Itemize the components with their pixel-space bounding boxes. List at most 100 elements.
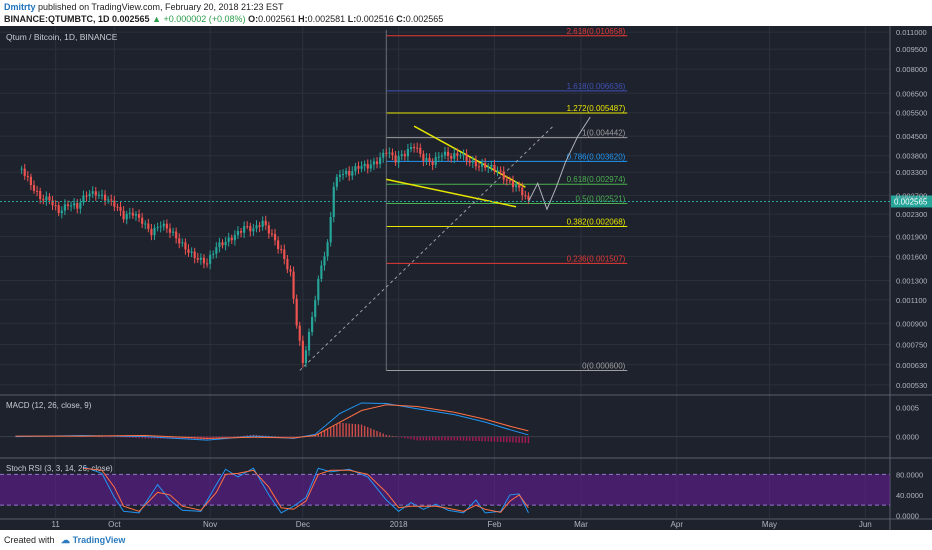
candle-body <box>434 157 437 165</box>
macd-histogram-bar <box>351 423 353 437</box>
candle-body <box>239 231 243 233</box>
candle-body <box>159 226 162 228</box>
candle-body <box>329 216 332 243</box>
last-price: 0.002565 <box>112 14 150 24</box>
candle-body <box>243 226 246 233</box>
fib-level-label: 0.382(0.002068) <box>567 218 626 227</box>
fib-level-label: 0.5(0.002521) <box>575 194 625 203</box>
publish-header: Dmitrty published on TradingView.com, Fe… <box>0 0 932 26</box>
price-axis-label: 0.004500 <box>896 132 927 141</box>
candle-body <box>351 171 354 176</box>
price-axis-label: 0.000900 <box>896 319 927 328</box>
macd-histogram-bar <box>496 436 499 442</box>
macd-histogram-bar <box>95 436 97 437</box>
candle-body <box>212 253 215 255</box>
projection-path <box>527 116 591 211</box>
macd-histogram-bar <box>357 424 360 437</box>
candle-body <box>317 278 320 301</box>
macd-histogram-bar <box>184 436 187 440</box>
chart-svg[interactable]: 2.618(0.010658) 1.618(0.006636) 1.272(0.00… <box>0 26 932 530</box>
macd-histogram-bar <box>481 436 483 442</box>
candle-body <box>301 340 304 364</box>
chart-container[interactable]: 2.618(0.010658) 1.618(0.006636) 1.272(0.00… <box>0 26 932 530</box>
candle-body <box>267 225 270 234</box>
candle-body <box>215 247 218 254</box>
candle-body <box>406 149 409 157</box>
candle-body <box>131 212 134 216</box>
candle-body <box>345 170 348 174</box>
candle-body <box>82 195 85 203</box>
candle-body <box>518 185 521 188</box>
candle-body <box>298 325 301 341</box>
fib-level-label: 1(0.004442) <box>582 129 625 138</box>
candle-body <box>91 191 94 194</box>
candle-body <box>490 164 493 167</box>
price-axis-label: 0.001300 <box>896 277 927 286</box>
price-axis-label: 0.003300 <box>896 168 927 177</box>
stoch-axis-label: 0.0000 <box>896 511 919 520</box>
stoch-band <box>0 474 890 506</box>
open-label: O: <box>248 14 259 24</box>
candle-body <box>122 210 125 220</box>
macd-histogram-bar <box>453 436 455 441</box>
high-label: H: <box>298 14 308 24</box>
candle-body <box>511 180 515 188</box>
macd-histogram-bar <box>329 427 332 437</box>
time-axis-label: Jun <box>859 520 872 529</box>
candle-body <box>147 223 150 229</box>
candle-body <box>66 204 70 206</box>
candle-body <box>422 153 425 161</box>
candle-body <box>447 151 450 156</box>
macd-histogram-bar <box>472 436 474 441</box>
fib-level-label: 0.786(0.003620) <box>567 152 626 161</box>
macd-histogram-bar <box>178 436 180 440</box>
price-axis-label: 0.005500 <box>896 109 927 118</box>
macd-histogram-bar <box>326 428 329 437</box>
candle-body <box>209 254 212 264</box>
macd-histogram-bar <box>234 436 236 438</box>
candle-body <box>372 161 376 165</box>
symbol-label: BINANCE:QTUMBTC, 1D <box>4 14 110 24</box>
candle-body <box>394 155 397 163</box>
macd-histogram-bar <box>268 435 270 437</box>
macd-histogram-bar <box>441 436 443 441</box>
macd-histogram-bar <box>104 436 106 438</box>
trend-guide <box>299 125 554 371</box>
macd-histogram-bar <box>218 436 221 439</box>
candle-body <box>153 227 156 236</box>
candle-body <box>230 237 233 241</box>
candle-body <box>184 242 187 250</box>
candle-body <box>261 220 264 227</box>
author-link[interactable]: Dmitrty <box>4 2 36 12</box>
macd-histogram-bar <box>323 430 326 437</box>
macd-axis-label: 0.0005 <box>896 404 919 413</box>
macd-histogram-bar <box>110 436 112 438</box>
candle-body <box>110 199 113 201</box>
candle-body <box>363 163 366 167</box>
candle-body <box>314 300 317 317</box>
candle-body <box>255 225 258 229</box>
candle-body <box>57 205 60 214</box>
candle-body <box>42 199 45 201</box>
macd-histogram-bar <box>224 436 227 438</box>
created-with: Created with <box>4 535 55 545</box>
time-axis-label: 11 <box>51 520 60 529</box>
candle-body <box>165 223 168 229</box>
candle-body <box>246 226 249 228</box>
price-axis-label: 0.002300 <box>896 210 927 219</box>
macd-histogram-bar <box>336 424 338 437</box>
macd-histogram-bar <box>447 436 449 441</box>
macd-histogram-bar <box>320 431 323 437</box>
macd-histogram-bar <box>138 436 140 439</box>
macd-histogram-bar <box>144 436 146 439</box>
tradingview-logo[interactable]: ☁ TradingView <box>61 535 126 545</box>
price-axis-label: 0.011000 <box>896 28 927 37</box>
quote-line: BINANCE:QTUMBTC, 1D 0.002565 ▲ +0.000002… <box>4 14 443 24</box>
candle-body <box>400 154 403 157</box>
time-axis-label: Feb <box>488 520 502 529</box>
price-axis-label: 0.008000 <box>896 65 927 74</box>
macd-histogram-bar <box>354 424 357 437</box>
candle-body <box>474 160 477 167</box>
macd-histogram-bar <box>289 436 292 438</box>
candle-body <box>335 176 338 187</box>
